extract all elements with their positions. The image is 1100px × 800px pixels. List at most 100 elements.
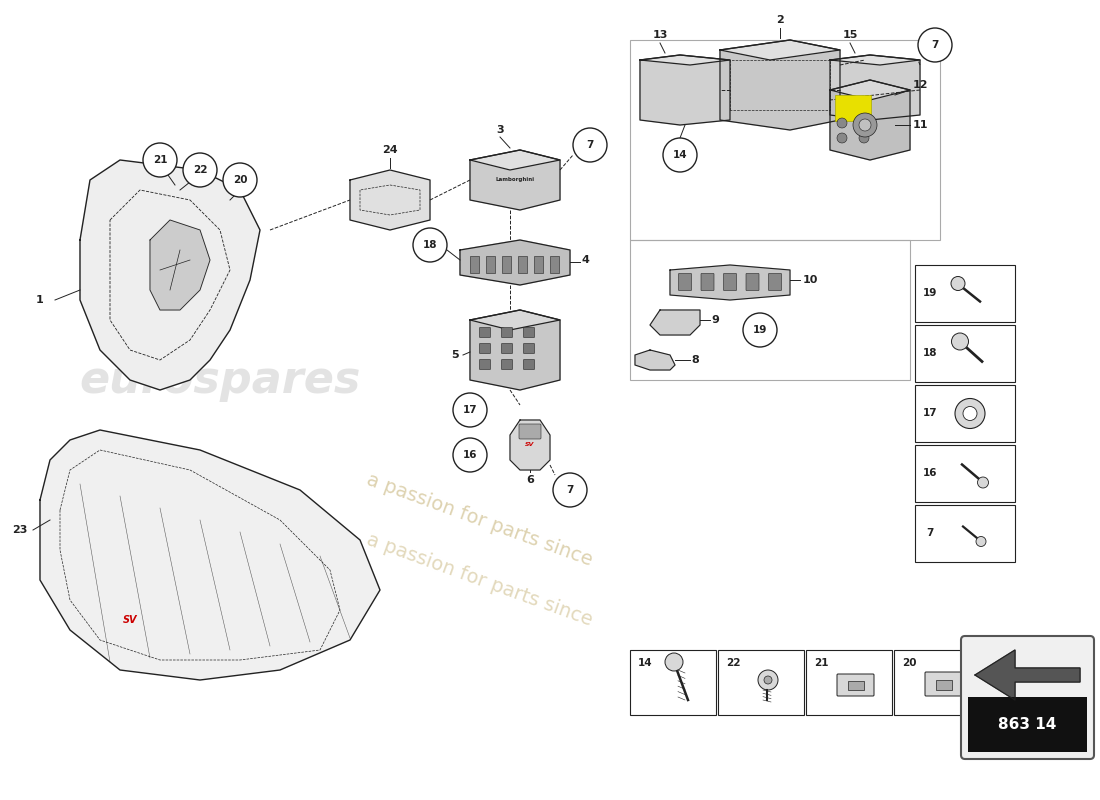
Circle shape bbox=[852, 113, 877, 137]
Text: 3: 3 bbox=[496, 125, 504, 135]
Text: a passion for parts since: a passion for parts since bbox=[364, 530, 595, 630]
FancyBboxPatch shape bbox=[746, 274, 759, 290]
FancyBboxPatch shape bbox=[480, 359, 491, 370]
Polygon shape bbox=[470, 150, 560, 210]
FancyBboxPatch shape bbox=[502, 343, 513, 354]
Text: 18: 18 bbox=[923, 349, 937, 358]
Polygon shape bbox=[40, 430, 380, 680]
Text: eurospares: eurospares bbox=[79, 529, 361, 571]
Text: 18: 18 bbox=[422, 240, 438, 250]
Circle shape bbox=[952, 277, 965, 290]
FancyBboxPatch shape bbox=[519, 424, 541, 439]
FancyBboxPatch shape bbox=[480, 343, 491, 354]
Polygon shape bbox=[720, 40, 840, 60]
Text: 15: 15 bbox=[843, 30, 858, 40]
FancyBboxPatch shape bbox=[835, 94, 870, 121]
Polygon shape bbox=[635, 350, 675, 370]
Circle shape bbox=[859, 133, 869, 143]
Text: 21: 21 bbox=[153, 155, 167, 165]
FancyBboxPatch shape bbox=[502, 327, 513, 338]
Polygon shape bbox=[350, 170, 430, 230]
Circle shape bbox=[976, 537, 986, 546]
FancyBboxPatch shape bbox=[769, 274, 781, 290]
Circle shape bbox=[412, 228, 447, 262]
Circle shape bbox=[918, 28, 952, 62]
Text: 20: 20 bbox=[902, 658, 916, 668]
Text: 14: 14 bbox=[638, 658, 652, 668]
FancyBboxPatch shape bbox=[534, 255, 542, 273]
FancyBboxPatch shape bbox=[968, 697, 1087, 752]
Text: 12: 12 bbox=[912, 80, 927, 90]
Polygon shape bbox=[830, 80, 910, 160]
Text: 1: 1 bbox=[36, 295, 44, 305]
Text: 7: 7 bbox=[926, 529, 934, 538]
Text: 7: 7 bbox=[566, 485, 574, 495]
FancyBboxPatch shape bbox=[550, 255, 559, 273]
Polygon shape bbox=[830, 55, 920, 65]
Text: SV: SV bbox=[123, 615, 138, 625]
Polygon shape bbox=[640, 55, 730, 65]
Text: 8: 8 bbox=[691, 355, 698, 365]
Text: 13: 13 bbox=[652, 30, 668, 40]
Text: 7: 7 bbox=[932, 40, 938, 50]
Text: 10: 10 bbox=[802, 275, 817, 285]
FancyBboxPatch shape bbox=[701, 274, 714, 290]
FancyBboxPatch shape bbox=[915, 265, 1015, 322]
Circle shape bbox=[764, 676, 772, 684]
Text: 17: 17 bbox=[463, 405, 477, 415]
Polygon shape bbox=[670, 265, 790, 300]
Text: 22: 22 bbox=[726, 658, 740, 668]
Circle shape bbox=[553, 473, 587, 507]
Circle shape bbox=[573, 128, 607, 162]
Text: 5: 5 bbox=[451, 350, 459, 360]
Text: 4: 4 bbox=[581, 255, 589, 265]
FancyBboxPatch shape bbox=[502, 359, 513, 370]
FancyBboxPatch shape bbox=[517, 255, 527, 273]
Circle shape bbox=[962, 406, 977, 421]
FancyBboxPatch shape bbox=[915, 505, 1015, 562]
Circle shape bbox=[183, 153, 217, 187]
FancyBboxPatch shape bbox=[524, 327, 535, 338]
FancyBboxPatch shape bbox=[470, 255, 478, 273]
FancyBboxPatch shape bbox=[679, 274, 692, 290]
FancyBboxPatch shape bbox=[524, 343, 535, 354]
Text: 9: 9 bbox=[711, 315, 719, 325]
FancyBboxPatch shape bbox=[485, 255, 495, 273]
Polygon shape bbox=[720, 40, 840, 130]
Circle shape bbox=[663, 138, 697, 172]
FancyBboxPatch shape bbox=[847, 681, 864, 690]
Text: 19: 19 bbox=[923, 289, 937, 298]
Circle shape bbox=[837, 118, 847, 128]
Circle shape bbox=[837, 133, 847, 143]
FancyBboxPatch shape bbox=[894, 650, 980, 715]
Polygon shape bbox=[510, 420, 550, 470]
Text: 16: 16 bbox=[923, 469, 937, 478]
Polygon shape bbox=[470, 310, 560, 390]
FancyBboxPatch shape bbox=[935, 679, 952, 690]
Text: 2: 2 bbox=[777, 15, 784, 25]
Text: 11: 11 bbox=[912, 120, 927, 130]
Text: eurospares: eurospares bbox=[79, 358, 361, 402]
Circle shape bbox=[859, 118, 869, 128]
Text: 17: 17 bbox=[923, 409, 937, 418]
Polygon shape bbox=[650, 310, 700, 335]
FancyBboxPatch shape bbox=[724, 274, 737, 290]
FancyBboxPatch shape bbox=[961, 636, 1094, 759]
FancyBboxPatch shape bbox=[524, 359, 535, 370]
Text: 16: 16 bbox=[463, 450, 477, 460]
Polygon shape bbox=[460, 240, 570, 285]
FancyBboxPatch shape bbox=[915, 385, 1015, 442]
Text: 21: 21 bbox=[814, 658, 828, 668]
Text: 7: 7 bbox=[586, 140, 594, 150]
Text: Lamborghini: Lamborghini bbox=[495, 178, 535, 182]
FancyBboxPatch shape bbox=[630, 650, 716, 715]
Text: 863 14: 863 14 bbox=[998, 717, 1056, 732]
Circle shape bbox=[758, 670, 778, 690]
Circle shape bbox=[952, 333, 968, 350]
FancyBboxPatch shape bbox=[915, 445, 1015, 502]
Text: 23: 23 bbox=[12, 525, 28, 535]
Polygon shape bbox=[830, 55, 920, 120]
Text: SV: SV bbox=[526, 442, 535, 447]
Text: 24: 24 bbox=[382, 145, 398, 155]
Polygon shape bbox=[640, 55, 730, 125]
